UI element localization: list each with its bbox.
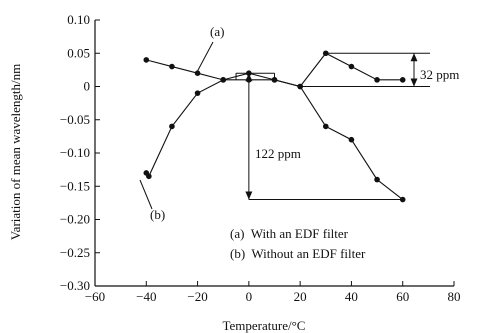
annotation-range-32: 32 ppm: [420, 67, 459, 82]
x-tick-label: 60: [396, 289, 409, 304]
y-tick-label: 0.05: [67, 45, 90, 60]
annotation-label-a: (a): [210, 24, 224, 39]
data-point-b: [146, 173, 152, 180]
y-tick-label: −0.30: [60, 278, 90, 293]
data-point-a: [169, 63, 175, 70]
dimension-arrow-32-head-top: [410, 53, 418, 62]
pointer-line-b: [139, 179, 153, 210]
data-point-b: [169, 123, 175, 130]
chart-marks: −60 −40 −20 0 20 40 60 80 −0.30 −0.25 −0.20 −0.15 −0…: [60, 12, 461, 304]
data-point-a: [399, 77, 406, 83]
x-tick-label: −40: [136, 289, 156, 304]
legend-entry-b: (b) Without an EDF filter: [230, 246, 366, 261]
data-point-a: [374, 77, 380, 83]
x-tick-label: −60: [85, 289, 105, 304]
x-tick-label: −20: [187, 289, 207, 304]
x-tick-label: 0: [246, 289, 253, 304]
y-tick-label: −0.25: [60, 245, 90, 260]
y-tick-label: −0.20: [60, 212, 90, 227]
dimension-arrow-122-head-bottom: [245, 191, 253, 200]
series-line-b: [145, 72, 404, 200]
data-point-b: [374, 176, 380, 183]
legend-entry-a: (a) With an EDF filter: [230, 226, 349, 241]
y-tick-label: −0.05: [60, 112, 90, 127]
y-tick-label: −0.10: [60, 145, 90, 160]
x-tick-label: 40: [345, 289, 358, 304]
data-point-a: [143, 57, 150, 63]
x-tick-label: 80: [448, 289, 461, 304]
dimension-arrow-32-head-bottom: [410, 78, 418, 87]
annotation-label-b: (b): [150, 207, 165, 222]
data-point-b: [220, 77, 227, 83]
x-tick-label: 20: [294, 289, 307, 304]
x-axis-label: Temperature/°C: [223, 318, 306, 333]
annotation-range-122: 122 ppm: [255, 146, 301, 161]
dimension-arrow-122-head-top: [245, 73, 253, 82]
y-tick-label: 0.10: [67, 12, 90, 27]
data-point-b: [194, 90, 201, 96]
pointer-line-a: [196, 41, 214, 73]
data-point-b: [322, 123, 329, 130]
y-axis-label: Variation of mean wavelength/nm: [8, 64, 23, 241]
data-point-b: [348, 136, 355, 143]
y-tick-label: −0.15: [60, 178, 90, 193]
data-point-a: [194, 70, 201, 76]
data-point-a: [348, 63, 355, 70]
y-tick-label: 0: [84, 79, 91, 94]
